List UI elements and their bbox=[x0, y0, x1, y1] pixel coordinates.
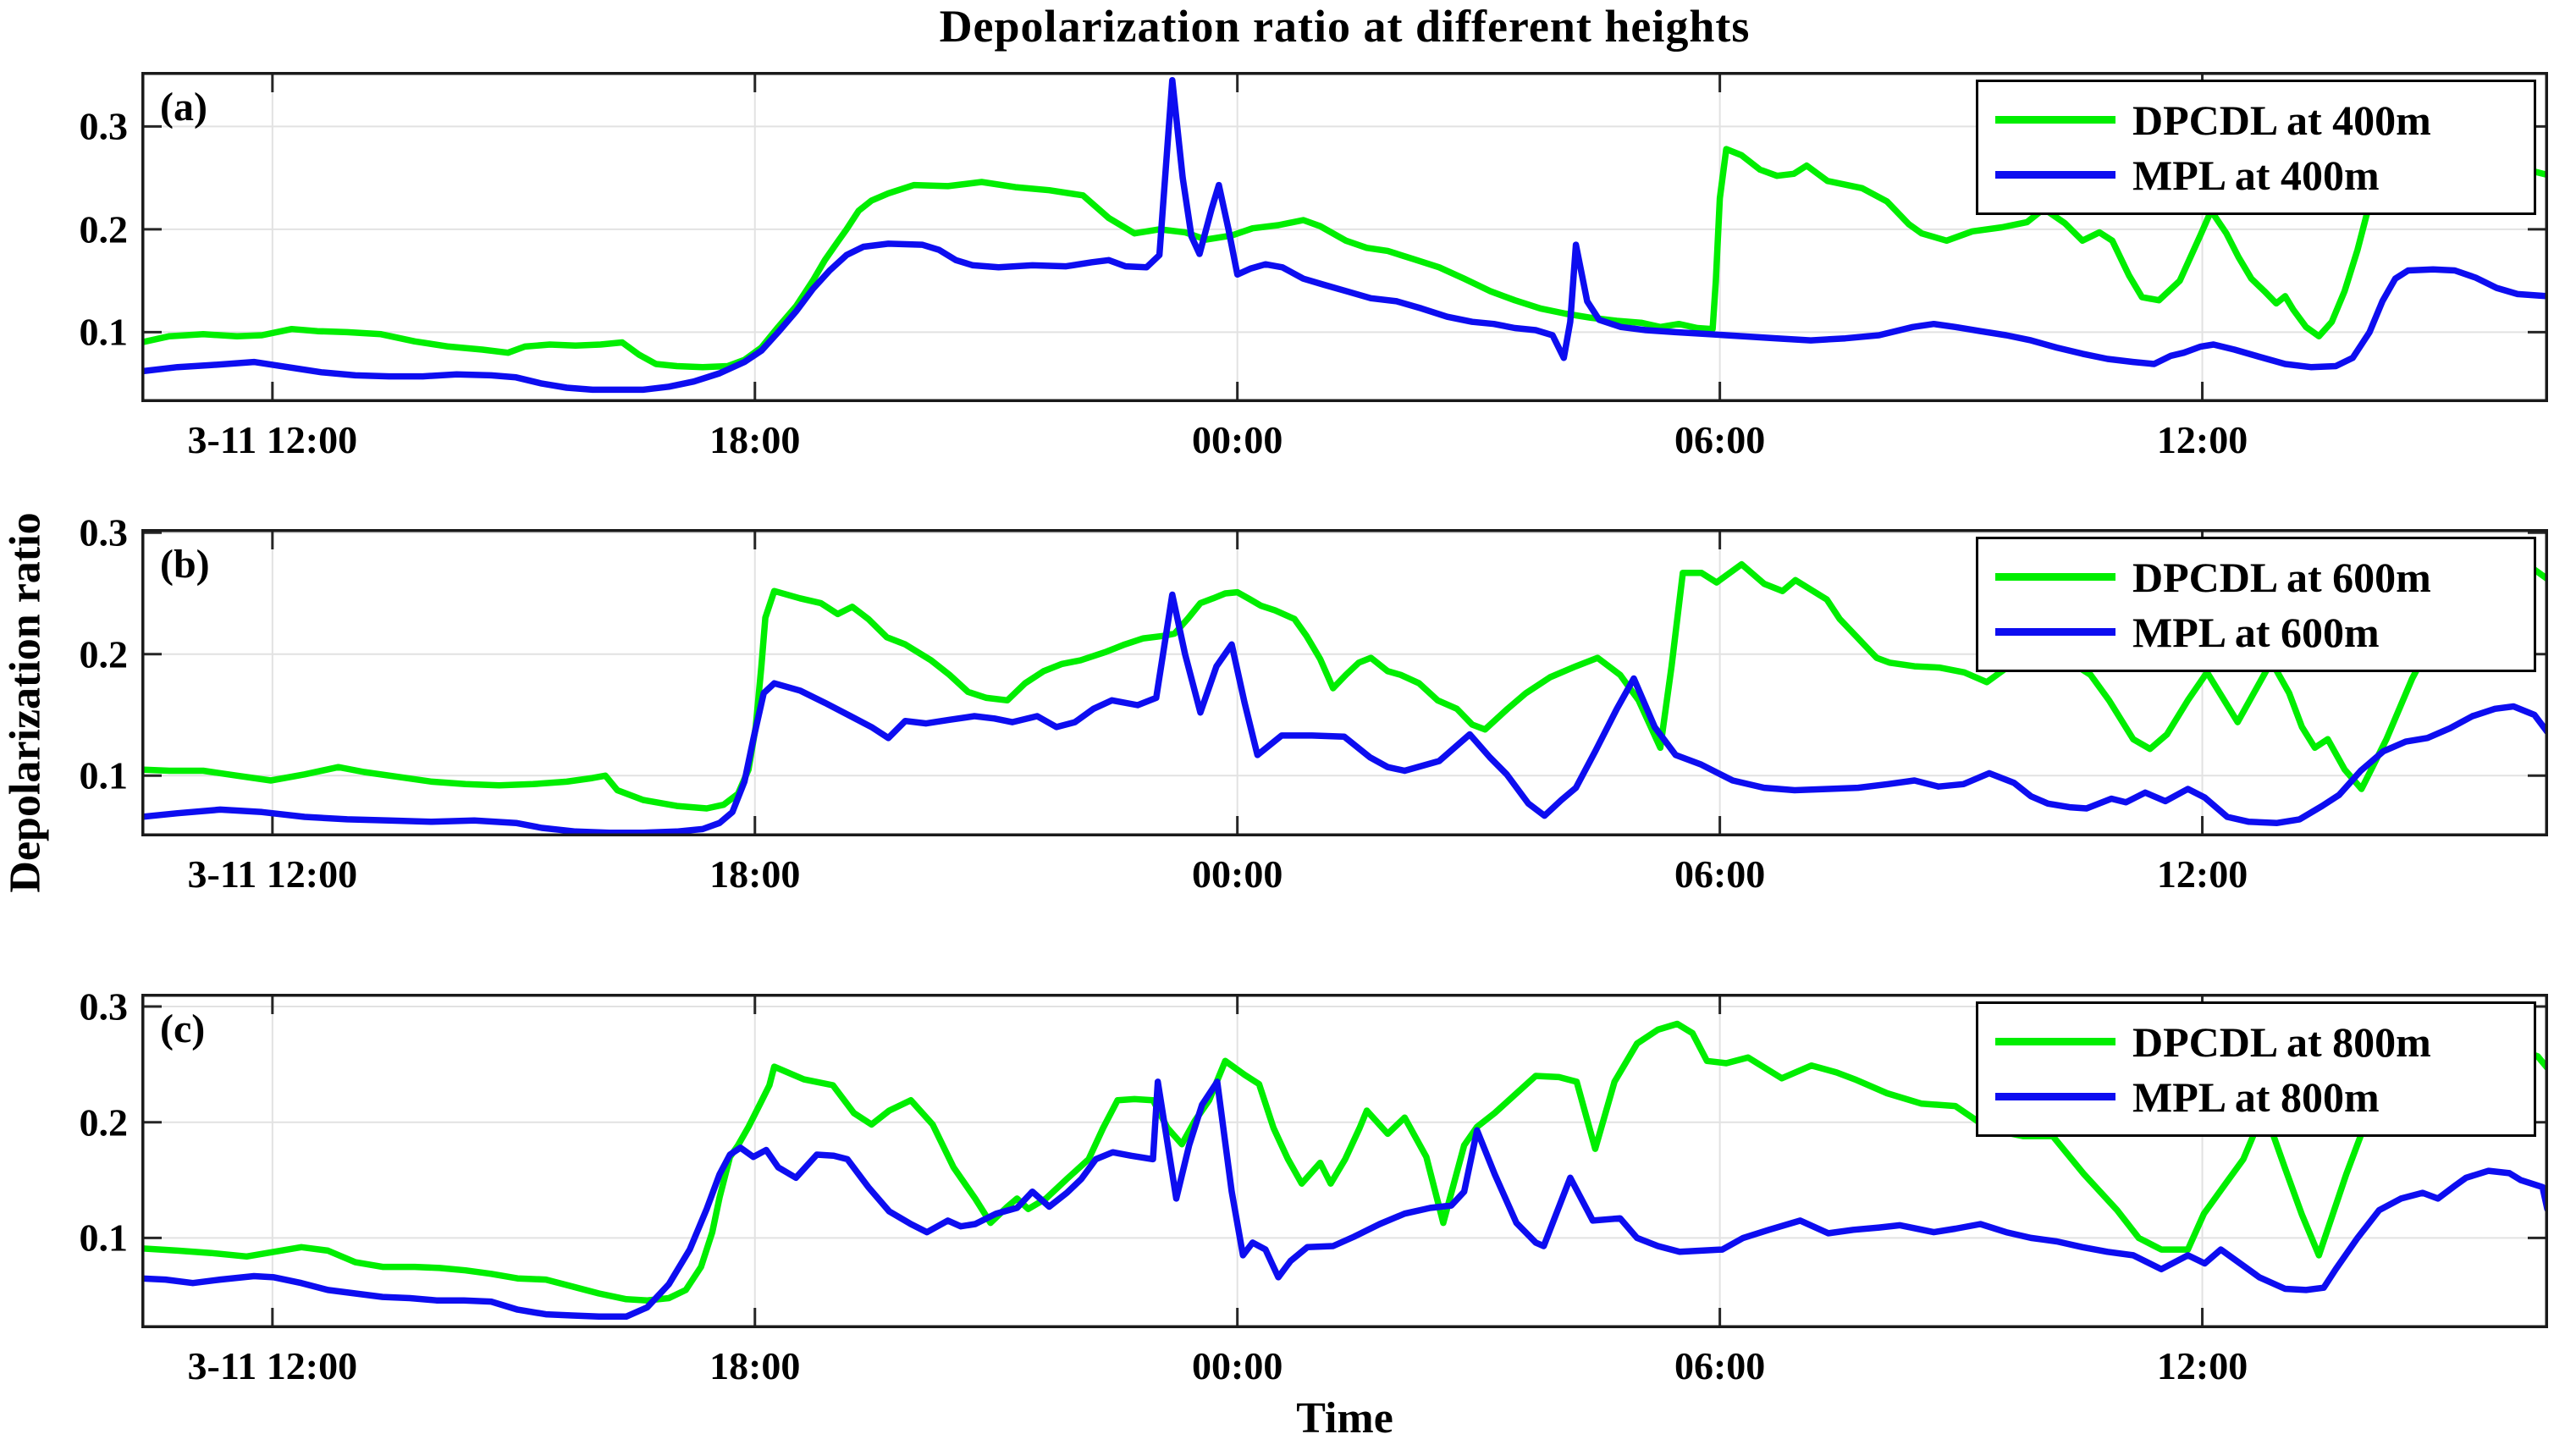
legend-label: MPL at 800m bbox=[2132, 1073, 2380, 1121]
subplot-a-plot-area bbox=[141, 72, 2548, 402]
x-tick-label: 00:00 bbox=[1192, 418, 1283, 461]
x-tick-label: 3-11 12:00 bbox=[187, 418, 358, 461]
x-tick-label: 06:00 bbox=[1674, 1344, 1766, 1387]
legend-label: DPCDL at 800m bbox=[2132, 1018, 2431, 1066]
x-tick-label: 06:00 bbox=[1674, 418, 1766, 461]
x-tick-label: 12:00 bbox=[2156, 1344, 2248, 1387]
y-tick-label: 0.2 bbox=[79, 632, 129, 676]
legend-label: DPCDL at 400m bbox=[2132, 96, 2431, 144]
legend-label: MPL at 400m bbox=[2132, 151, 2380, 199]
y-tick-label: 0.1 bbox=[79, 310, 129, 354]
subplot-c-plot-area bbox=[141, 994, 2548, 1328]
legend-row: MPL at 800m bbox=[1978, 1069, 2534, 1124]
x-tick-label: 00:00 bbox=[1192, 1344, 1283, 1387]
y-tick-label: 0.3 bbox=[79, 984, 129, 1029]
panel-label-c: (c) bbox=[160, 1007, 206, 1051]
axes-border bbox=[141, 529, 2548, 836]
legend-b: DPCDL at 600m MPL at 600m bbox=[1976, 537, 2536, 672]
chart-title: Depolarization ratio at different height… bbox=[939, 1, 1751, 52]
series-line-dpcdl-at-400m bbox=[141, 146, 2548, 371]
y-tick-label: 0.3 bbox=[79, 104, 129, 148]
legend-a: DPCDL at 400m MPL at 400m bbox=[1976, 80, 2536, 215]
legend-label: DPCDL at 600m bbox=[2132, 553, 2431, 601]
series-line-mpl-at-600m bbox=[141, 591, 2548, 836]
legend-line-swatch-dpcdl bbox=[1995, 116, 2115, 124]
axes-border bbox=[141, 994, 2548, 1328]
x-tick-label: 18:00 bbox=[709, 852, 801, 896]
legend-line-swatch-dpcdl bbox=[1995, 1038, 2115, 1045]
series-line-dpcdl-at-600m bbox=[141, 560, 2548, 812]
legend-c: DPCDL at 800m MPL at 800m bbox=[1976, 1001, 2536, 1137]
legend-row: DPCDL at 800m bbox=[1978, 1014, 2534, 1069]
legend-row: MPL at 400m bbox=[1978, 147, 2534, 202]
axes-border bbox=[141, 72, 2548, 402]
panel-label-a: (a) bbox=[160, 85, 207, 130]
legend-row: DPCDL at 600m bbox=[1978, 549, 2534, 604]
legend-line-swatch-dpcdl bbox=[1995, 573, 2115, 581]
x-tick-label: 06:00 bbox=[1674, 852, 1766, 896]
legend-line-swatch-mpl bbox=[1995, 1093, 2115, 1100]
y-tick-label: 0.1 bbox=[79, 753, 129, 797]
y-tick-label: 0.3 bbox=[79, 510, 129, 554]
legend-line-swatch-mpl bbox=[1995, 628, 2115, 636]
series-line-mpl-at-800m bbox=[141, 1078, 2548, 1321]
x-tick-label: 18:00 bbox=[709, 1344, 801, 1387]
legend-line-swatch-mpl bbox=[1995, 171, 2115, 179]
x-tick-label: 3-11 12:00 bbox=[187, 1344, 358, 1387]
legend-label: MPL at 600m bbox=[2132, 608, 2380, 656]
x-tick-label: 12:00 bbox=[2156, 852, 2248, 896]
x-axis-label: Time bbox=[1296, 1394, 1393, 1442]
series-line-mpl-at-400m bbox=[141, 76, 2548, 394]
x-tick-label: 3-11 12:00 bbox=[187, 852, 358, 896]
x-tick-label: 18:00 bbox=[709, 418, 801, 461]
panel-label-b: (b) bbox=[160, 542, 210, 587]
y-tick-label: 0.1 bbox=[79, 1216, 129, 1260]
subplot-b-plot-area bbox=[141, 529, 2548, 836]
y-tick-label: 0.2 bbox=[79, 207, 129, 251]
x-tick-label: 00:00 bbox=[1192, 852, 1283, 896]
series-line-dpcdl-at-800m bbox=[141, 1020, 2548, 1304]
y-tick-label: 0.2 bbox=[79, 1100, 129, 1144]
y-axis-label: Depolarization ratio bbox=[1, 512, 50, 893]
legend-row: DPCDL at 400m bbox=[1978, 92, 2534, 147]
legend-row: MPL at 600m bbox=[1978, 604, 2534, 659]
x-tick-label: 12:00 bbox=[2156, 418, 2248, 461]
